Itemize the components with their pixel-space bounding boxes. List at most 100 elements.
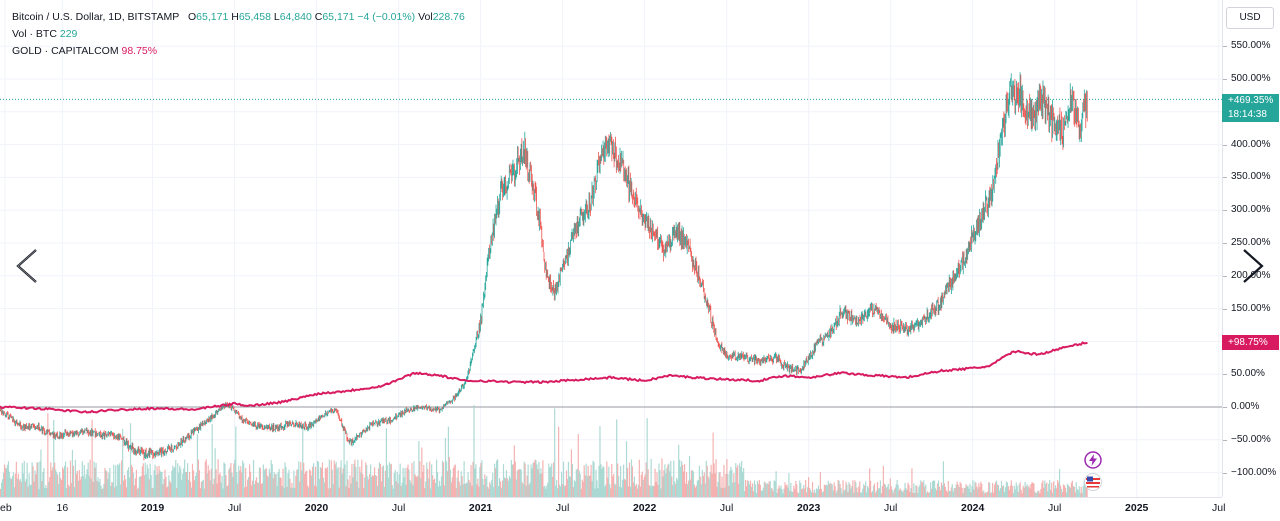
volume-bar	[732, 482, 734, 497]
volume-bar	[716, 486, 718, 497]
volume-bar	[601, 468, 603, 497]
volume-bar	[218, 474, 220, 497]
volume-bar	[423, 465, 425, 497]
legend-volume-series[interactable]: Vol · BTC	[12, 28, 57, 40]
volume-bar	[793, 485, 795, 497]
volume-bar	[462, 484, 464, 497]
legend-volume-row[interactable]: Vol · BTC 229	[12, 26, 465, 43]
volume-bar	[609, 484, 611, 497]
volume-bar	[150, 474, 152, 497]
volume-bar	[1064, 487, 1067, 497]
volume-bar	[600, 464, 602, 497]
chart-plot-area[interactable]: Bitcoin / U.S. Dollar, 1D, BITSTAMP O65,…	[0, 0, 1264, 497]
legend-close-label: C	[314, 11, 323, 23]
volume-bar	[249, 471, 252, 497]
volume-bar	[501, 480, 504, 497]
volume-bar	[776, 493, 778, 497]
volume-bar	[950, 487, 952, 497]
volume-bar	[141, 466, 143, 497]
volume-bar	[1065, 492, 1068, 497]
volume-bar	[384, 470, 387, 497]
chevron-left-icon[interactable]	[12, 246, 42, 286]
volume-bar	[1075, 482, 1077, 497]
volume-bar	[243, 463, 245, 497]
volume-bar	[936, 483, 939, 497]
volume-bar	[721, 476, 723, 497]
volume-bar	[1029, 488, 1031, 497]
volume-bar	[229, 467, 231, 497]
legend-compare-series[interactable]: GOLD · CAPITALCOM	[12, 45, 119, 57]
volume-bar	[147, 468, 149, 497]
chart-svg[interactable]	[0, 0, 1222, 497]
volume-bar	[396, 471, 398, 497]
legend-compare-row[interactable]: GOLD · CAPITALCOM 98.75%	[12, 43, 465, 60]
volume-bar	[221, 475, 223, 497]
volume-bar	[989, 482, 991, 497]
volume-bar	[652, 485, 654, 497]
volume-bar	[41, 481, 43, 497]
volume-bar	[940, 482, 943, 497]
volume-bar	[907, 482, 909, 497]
volume-bar	[431, 464, 433, 497]
volume-bar	[957, 484, 959, 497]
volume-bar	[747, 481, 750, 497]
volume-bar	[466, 482, 468, 497]
volume-bar	[453, 465, 455, 497]
volume-bar	[485, 478, 487, 497]
volume-bar	[154, 464, 156, 497]
volume-bar	[265, 468, 267, 497]
volume-bar	[660, 488, 662, 497]
volume-bar	[314, 466, 317, 497]
volume-bar	[274, 474, 276, 497]
volume-bar	[78, 470, 80, 497]
volume-bar	[746, 480, 749, 497]
chevron-right-icon[interactable]	[1238, 246, 1268, 286]
volume-bar	[646, 418, 648, 497]
time-tick-label: 2025	[1125, 502, 1149, 514]
volume-bar	[871, 491, 874, 497]
legend-symbol-row[interactable]: Bitcoin / U.S. Dollar, 1D, BITSTAMP O65,…	[12, 9, 465, 26]
volume-bar	[821, 492, 823, 497]
volume-bar	[195, 472, 198, 497]
volume-bar	[1050, 489, 1052, 497]
price-tick-mark	[1223, 144, 1227, 146]
volume-bar	[975, 482, 977, 497]
volume-bar	[818, 489, 821, 497]
currency-button[interactable]: USD	[1226, 7, 1274, 29]
gold-series-line	[0, 341, 1088, 414]
legend-symbol[interactable]: Bitcoin / U.S. Dollar, 1D, BITSTAMP	[12, 11, 180, 23]
volume-bar	[541, 473, 543, 497]
volume-bar	[415, 476, 417, 497]
volume-bar	[352, 477, 354, 497]
volume-bar	[53, 419, 55, 497]
volume-bar	[983, 490, 985, 497]
legend-vol-label: Vol	[418, 11, 433, 23]
volume-bar	[191, 463, 194, 497]
volume-bar	[583, 465, 585, 497]
volume-bar	[260, 484, 263, 497]
volume-bar	[855, 482, 857, 497]
volume-bar	[259, 468, 262, 497]
volume-bar	[851, 486, 853, 497]
volume-bar	[1079, 493, 1081, 497]
volume-bar	[895, 484, 897, 497]
volume-bar	[470, 465, 472, 497]
volume-bar	[36, 462, 38, 497]
volume-bar	[421, 447, 423, 497]
volume-bar	[403, 477, 405, 497]
volume-bar	[77, 480, 79, 497]
volume-bar	[506, 478, 509, 497]
volume-bar	[413, 461, 415, 497]
time-axis[interactable]: eb 16 2019 Jul 2020 Jul 2021 Jul 2022 Jul 2023 Jul 2…	[0, 497, 1225, 521]
volume-bar	[444, 438, 447, 497]
volume-bar	[512, 464, 514, 497]
us-flag-icon[interactable]	[1084, 473, 1102, 491]
volume-bar	[605, 484, 607, 497]
volume-bar	[313, 485, 316, 497]
volume-bar	[897, 485, 899, 497]
volume-bar	[711, 473, 713, 497]
volume-bar	[877, 488, 880, 497]
lightning-icon[interactable]	[1084, 451, 1102, 469]
volume-bar	[932, 481, 934, 497]
legend-open-label: O	[188, 11, 197, 23]
